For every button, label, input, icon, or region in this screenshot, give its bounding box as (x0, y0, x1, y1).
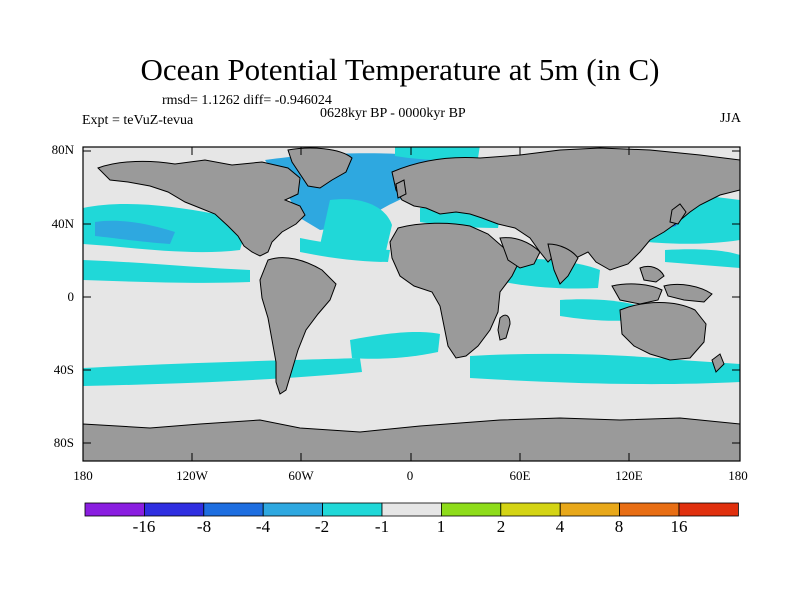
period-text: 0628kyr BP - 0000kyr BP (320, 106, 466, 121)
anomaly-patch-north-pacific (83, 203, 248, 253)
colorbar-swatch-5 (322, 502, 383, 517)
colorbar-swatch-2 (143, 502, 205, 517)
colorbar-swatch-10 (619, 502, 680, 517)
map-ticks (83, 147, 740, 461)
anomaly-patch-southern-indian (470, 353, 740, 385)
lon-tick-180e: 180 (728, 468, 748, 483)
colorbar-swatch-9 (559, 502, 621, 517)
lon-tick-180w: 180 (73, 468, 93, 483)
lon-tick-120w: 120W (176, 468, 208, 483)
land-new-zealand (711, 353, 725, 373)
anomaly-patch-north-pacific-inner (95, 220, 175, 244)
colorbar (84, 502, 739, 517)
colorbar-label-10: 16 (670, 517, 688, 536)
colorbar-label-7: 2 (496, 517, 506, 536)
land-arabia (499, 237, 541, 269)
colorbar-label-4: -2 (314, 517, 330, 536)
anomaly-patch-west-pacific (665, 249, 740, 268)
land-africa (389, 222, 521, 359)
colorbar-label-1: -16 (132, 517, 156, 536)
land-greenland (287, 147, 353, 189)
land-indonesia (611, 283, 663, 305)
lat-tick-80n: 80N (51, 142, 74, 157)
lon-tick-60e: 60E (509, 468, 531, 483)
lat-tick-40n: 40N (51, 216, 74, 231)
land-australia (619, 302, 707, 361)
colorbar-label-3: -4 (255, 517, 271, 536)
colorbar-label-6: 1 (436, 517, 446, 536)
land-borneo (639, 265, 665, 283)
lat-tick-80s: 80S (53, 435, 74, 450)
land-north-america (97, 159, 306, 257)
land-masses (83, 147, 740, 461)
land-antarctica (83, 417, 740, 461)
land-new-guinea (663, 283, 713, 303)
colorbar-swatch-8 (500, 502, 561, 517)
anomaly-patch-caribbean (300, 238, 390, 262)
land-great-britain (395, 179, 407, 199)
land-south-america (259, 257, 337, 395)
lon-tick-120e: 120E (615, 468, 643, 483)
lon-tick-0: 0 (406, 468, 414, 483)
lat-tick-0: 0 (67, 289, 75, 304)
land-japan (669, 203, 687, 225)
stats-text: rmsd= 1.1262 diff= -0.946024 (162, 93, 332, 108)
colorbar-label-5: -1 (374, 517, 390, 536)
colorbar-swatch-11 (678, 502, 739, 517)
lat-tick-40s: 40S (53, 362, 74, 377)
colorbar-swatch-3 (203, 502, 264, 517)
colorbar-label-2: -8 (196, 517, 212, 536)
colorbar-swatch-1 (84, 502, 145, 517)
anomaly-patch-arctic-atlantic (395, 147, 480, 161)
experiment-label: Expt = teVuZ-tevua (82, 113, 194, 128)
land-india (547, 243, 579, 285)
colorbar-label-8: 4 (555, 517, 565, 536)
anomaly-patch-equatorial-pacific (83, 260, 250, 283)
chart-title: Ocean Potential Temperature at 5m (in C) (140, 52, 660, 87)
anomaly-patch-south-atlantic (350, 332, 440, 359)
colorbar-swatch-7 (440, 502, 502, 517)
colorbar-swatch-4 (262, 502, 324, 517)
season-label: JJA (719, 111, 741, 126)
anomaly-patch-subtropical-atlantic (320, 199, 392, 259)
colorbar-swatch-6 (381, 502, 442, 517)
map-plot-area (83, 147, 740, 461)
lon-tick-60w: 60W (288, 468, 314, 483)
colorbar-label-9: 8 (614, 517, 624, 536)
land-madagascar (497, 314, 511, 341)
